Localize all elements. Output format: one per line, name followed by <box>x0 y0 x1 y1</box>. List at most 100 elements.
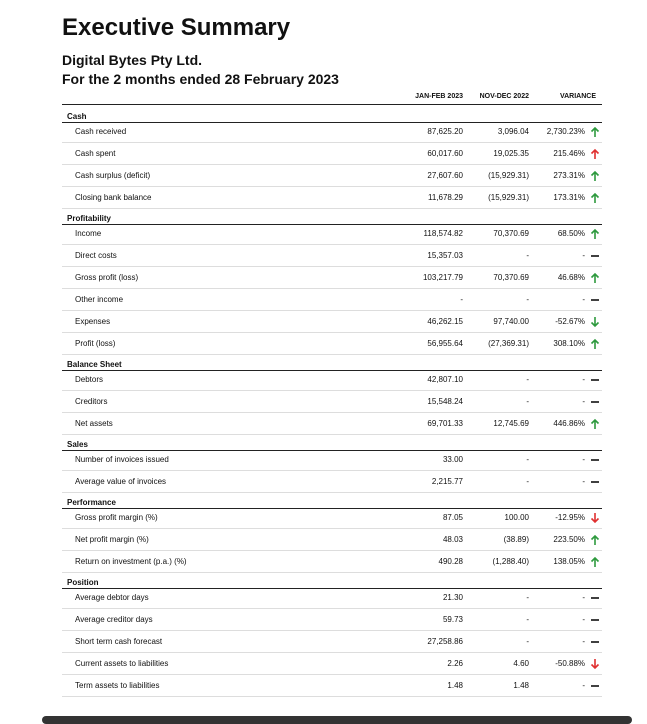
scrollbar[interactable] <box>42 716 632 724</box>
cell: - <box>460 295 463 304</box>
row-rule <box>62 412 602 413</box>
section-header: Position <box>67 578 99 587</box>
column-header: VARIANCE <box>559 93 596 100</box>
trend-icon <box>591 641 599 643</box>
cell: (38.89) <box>503 535 529 544</box>
cell: 68.50% <box>557 229 585 238</box>
cell: 27,607.60 <box>427 171 463 180</box>
cell: (1,288.40) <box>492 557 529 566</box>
cell: 42,807.10 <box>427 375 463 384</box>
trend-icon <box>591 401 599 403</box>
row-rule <box>62 208 602 209</box>
cell: 223.50% <box>553 535 585 544</box>
section-rule <box>62 370 602 371</box>
trend-icon <box>590 272 600 283</box>
trend-icon <box>590 228 600 239</box>
cell: 2,730.23% <box>546 127 585 136</box>
column-header: JAN-FEB 2023 <box>415 93 463 100</box>
row-rule <box>62 288 602 289</box>
cell: 46,262.15 <box>427 317 463 326</box>
cell: - <box>582 637 585 646</box>
cell: - <box>526 251 529 260</box>
cell: - <box>526 397 529 406</box>
row-rule <box>62 164 602 165</box>
row-rule <box>62 470 602 471</box>
section-rule <box>62 122 602 123</box>
row-label: Cash spent <box>75 149 116 158</box>
row-label: Other income <box>75 295 124 304</box>
cell: - <box>526 593 529 602</box>
trend-icon <box>590 126 600 137</box>
cell: - <box>582 295 585 304</box>
cell: - <box>582 397 585 406</box>
trend-icon <box>590 192 600 203</box>
company: Digital Bytes Pty Ltd. <box>62 52 203 68</box>
cell: 70,370.69 <box>493 273 529 282</box>
row-label: Profit (loss) <box>75 339 116 348</box>
cell: -12.95% <box>555 513 585 522</box>
cell: - <box>526 477 529 486</box>
row-label: Income <box>75 229 102 238</box>
cell: 2,215.77 <box>431 477 463 486</box>
row-label: Expenses <box>75 317 111 326</box>
row-label: Short term cash forecast <box>75 637 163 646</box>
period: For the 2 months ended 28 February 2023 <box>62 71 339 87</box>
cell: 60,017.60 <box>427 149 463 158</box>
trend-icon <box>591 481 599 483</box>
cell: 138.05% <box>553 557 585 566</box>
row-label: Average creditor days <box>75 615 153 624</box>
cell: - <box>526 455 529 464</box>
trend-icon <box>590 317 600 328</box>
cell: 215.46% <box>553 149 585 158</box>
cell: - <box>582 375 585 384</box>
trend-icon <box>591 597 599 599</box>
cell: 21.30 <box>442 593 463 602</box>
cell: - <box>582 615 585 624</box>
row-label: Average debtor days <box>75 593 149 602</box>
row-label: Cash received <box>75 127 127 136</box>
cell: 15,548.24 <box>427 397 463 406</box>
row-label: Return on investment (p.a.) (%) <box>75 557 187 566</box>
cell: 59.73 <box>442 615 463 624</box>
row-rule <box>62 354 602 355</box>
row-rule <box>62 492 602 493</box>
row-label: Cash surplus (deficit) <box>75 171 151 180</box>
row-rule <box>62 528 602 529</box>
section-rule <box>62 508 602 509</box>
section-header: Profitability <box>67 214 112 223</box>
cell: 87.05 <box>442 513 463 522</box>
column-header: NOV-DEC 2022 <box>479 93 529 100</box>
section-rule <box>62 224 602 225</box>
section-rule <box>62 450 602 451</box>
row-label: Creditors <box>75 397 108 406</box>
cell: - <box>582 251 585 260</box>
cell: 3,096.04 <box>497 127 529 136</box>
cell: - <box>526 615 529 624</box>
cell: - <box>582 593 585 602</box>
cell: -52.67% <box>555 317 585 326</box>
title: Executive Summary <box>62 14 291 41</box>
section-header: Performance <box>67 498 116 507</box>
cell: - <box>526 637 529 646</box>
cell: 56,955.64 <box>427 339 463 348</box>
section-rule <box>62 588 602 589</box>
row-rule <box>62 630 602 631</box>
cell: 19,025.35 <box>493 149 529 158</box>
row-rule <box>62 696 602 697</box>
trend-icon <box>591 255 599 257</box>
cell: 87,625.20 <box>427 127 463 136</box>
cell: 490.28 <box>438 557 463 566</box>
cell: (27,369.31) <box>488 339 529 348</box>
trend-icon <box>591 459 599 461</box>
row-rule <box>62 674 602 675</box>
trend-icon <box>590 148 600 159</box>
row-rule <box>62 652 602 653</box>
row-rule <box>62 310 602 311</box>
row-rule <box>62 608 602 609</box>
header-rule <box>62 104 602 105</box>
row-label: Gross profit (loss) <box>75 273 139 282</box>
trend-icon <box>590 556 600 567</box>
section-header: Sales <box>67 440 88 449</box>
cell: 308.10% <box>553 339 585 348</box>
